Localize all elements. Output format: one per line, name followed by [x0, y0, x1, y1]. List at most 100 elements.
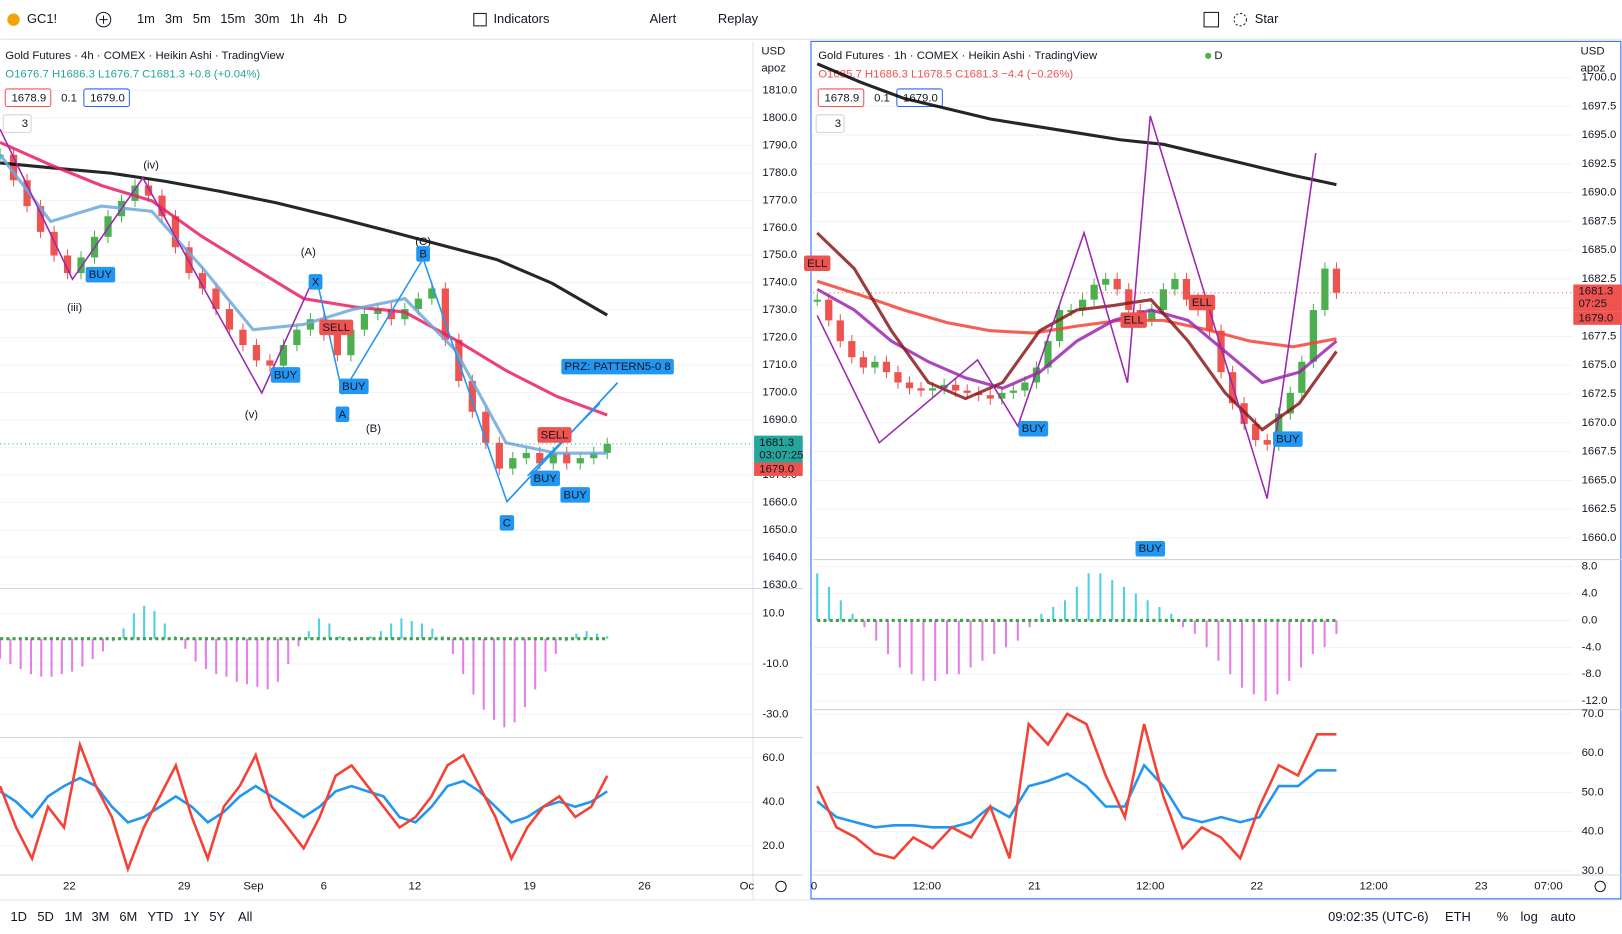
star-button[interactable]: Star [1255, 11, 1279, 26]
histogram-bar [60, 638, 63, 675]
y-tick-label: -4.0 [1582, 641, 1602, 653]
x-tick-label: 22 [1250, 880, 1263, 892]
range-button[interactable]: 1M [65, 909, 83, 924]
histogram-bar [863, 620, 866, 628]
y-tick-label: 1665.0 [1582, 474, 1617, 486]
candle [401, 309, 409, 320]
range-button[interactable]: 5Y [209, 909, 225, 924]
log-toggle[interactable]: log [1521, 909, 1538, 924]
ohlc-value: L1676.7 [98, 68, 139, 80]
range-button[interactable]: 6M [119, 909, 137, 924]
histogram-bar [1028, 620, 1031, 628]
histogram-bar [287, 638, 290, 665]
candle [1148, 310, 1156, 321]
annotation: (B) [366, 423, 381, 435]
interval-button[interactable]: 1m [137, 11, 155, 26]
x-tick-label: 26 [638, 880, 651, 892]
y-tick-label: 1675.0 [1582, 359, 1617, 371]
annotation-box [308, 274, 323, 290]
y-tick-label: 1750.0 [762, 249, 797, 261]
settings-icon[interactable] [1594, 880, 1606, 893]
layout-icon[interactable] [1203, 11, 1220, 28]
percent-toggle[interactable]: % [1497, 909, 1509, 924]
range-button[interactable]: All [238, 909, 252, 924]
candle [928, 388, 937, 391]
collapse-button[interactable] [2, 114, 32, 133]
indicators-button[interactable]: Indicators [493, 11, 549, 26]
candle [36, 206, 45, 232]
y-tick-label: 1695.0 [1582, 129, 1617, 141]
candle [482, 411, 490, 443]
collapse-button[interactable] [815, 114, 845, 133]
annotation: (v) [245, 409, 258, 421]
ohlc-value: L1678.5 [911, 68, 952, 80]
indicators-icon[interactable] [473, 12, 487, 27]
range-button[interactable]: 1Y [184, 909, 200, 924]
histogram-bar [851, 613, 854, 621]
candle [882, 361, 891, 373]
y-tick-label: 20.0 [762, 840, 784, 852]
y-tick-label: 60.0 [762, 752, 784, 764]
interval-button[interactable]: 5m [193, 11, 211, 26]
range-button[interactable]: YTD [148, 909, 174, 924]
pane-title: Gold Futures · 4h · COMEX · Heikin Ashi … [5, 50, 285, 62]
x-tick-label: 6 [321, 880, 327, 892]
annotation-box [339, 378, 369, 395]
add-symbol-icon[interactable] [95, 11, 112, 28]
interval-button[interactable]: 30m [254, 11, 279, 26]
candle [509, 458, 517, 469]
replay-button[interactable]: Replay [718, 11, 759, 26]
interval-button[interactable]: 15m [220, 11, 245, 26]
y-tick-label: 1690.0 [1582, 187, 1617, 199]
range-button[interactable]: 5D [37, 909, 54, 924]
candle [495, 442, 503, 469]
chart-layer: GC1! 1m 3m 5m 15m 30m 1h 4h D Indicators Alert Repl… [0, 11, 1622, 924]
histogram-bar [101, 638, 105, 652]
histogram-bar [503, 638, 506, 728]
y-tick-label: 40.0 [762, 796, 784, 808]
interval-button[interactable]: D [338, 11, 347, 26]
bid-box [4, 88, 52, 108]
annotation: (C) [415, 236, 431, 248]
oscillator-line [816, 762, 1337, 829]
y-tick-label: 1690.0 [762, 414, 797, 426]
range-button[interactable]: 3M [91, 909, 109, 924]
ask-box [896, 88, 943, 108]
auto-toggle[interactable]: auto [1551, 909, 1576, 924]
oscillator-line [0, 776, 608, 824]
candle [63, 255, 72, 274]
histogram-bar [922, 620, 925, 681]
interval-button[interactable]: 1h [290, 11, 304, 26]
histogram-bar [1229, 620, 1232, 675]
annotation: BUY [1276, 434, 1300, 446]
histogram-bar [1252, 620, 1255, 695]
candle [239, 329, 247, 346]
annotation: (iii) [67, 302, 82, 314]
scale-mode: apoz [1581, 62, 1606, 74]
candle [917, 388, 925, 391]
candle [1044, 341, 1052, 368]
candle [9, 154, 18, 181]
interval-button[interactable]: 4h [314, 11, 328, 26]
candle [536, 452, 544, 464]
candle [1309, 310, 1317, 362]
histogram-bar [19, 638, 22, 670]
range-button[interactable]: 1D [10, 909, 27, 924]
session[interactable]: ETH [1445, 909, 1471, 924]
candle [836, 320, 844, 342]
settings-icon[interactable] [775, 880, 787, 893]
bid-box [817, 88, 865, 108]
interval-button[interactable]: 3m [165, 11, 183, 26]
candle [1078, 299, 1087, 311]
histogram-bar [993, 620, 996, 655]
histogram-bar [827, 586, 831, 621]
histogram-bar [1016, 620, 1019, 641]
histogram-bar [934, 620, 937, 681]
symbol[interactable]: GC1! [27, 11, 57, 26]
alert-button[interactable]: Alert [650, 11, 677, 26]
annotation: BUY [274, 369, 298, 381]
candle [1298, 361, 1306, 393]
annotation-box [1273, 431, 1303, 447]
star-icon[interactable] [1233, 12, 1247, 27]
